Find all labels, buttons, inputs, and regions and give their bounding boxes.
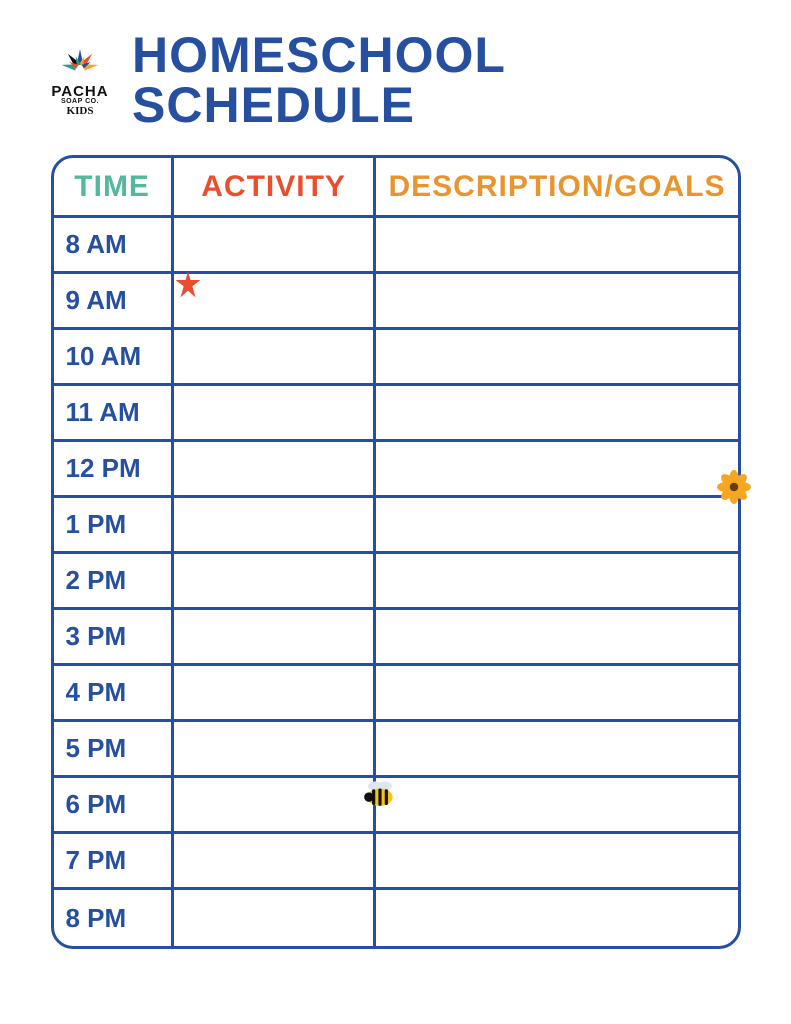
logo-subline: SOAP CO. bbox=[61, 98, 99, 105]
activity-cell bbox=[174, 498, 377, 554]
time-cell: 12 PM bbox=[54, 442, 174, 498]
table-row: 9 AM bbox=[54, 274, 738, 330]
time-cell: 9 AM bbox=[54, 274, 174, 330]
description-cell bbox=[376, 218, 737, 274]
description-cell bbox=[376, 386, 737, 442]
table-row: 10 AM bbox=[54, 330, 738, 386]
time-cell: 10 AM bbox=[54, 330, 174, 386]
time-cell: 11 AM bbox=[54, 386, 174, 442]
activity-cell bbox=[174, 330, 377, 386]
time-cell: 8 AM bbox=[54, 218, 174, 274]
activity-cell bbox=[174, 274, 377, 330]
time-cell: 6 PM bbox=[54, 778, 174, 834]
description-cell bbox=[376, 554, 737, 610]
page-title: HOMESCHOOL SCHEDULE bbox=[132, 30, 751, 130]
schedule-page: PACHA SOAP CO. KIDS HOMESCHOOL SCHEDULE … bbox=[0, 0, 791, 1024]
col-header-activity: ACTIVITY bbox=[174, 158, 377, 218]
activity-cell bbox=[174, 890, 377, 946]
col-header-time: TIME bbox=[54, 158, 174, 218]
activity-cell bbox=[174, 442, 377, 498]
header: PACHA SOAP CO. KIDS HOMESCHOOL SCHEDULE bbox=[40, 30, 751, 130]
time-cell: 8 PM bbox=[54, 890, 174, 946]
time-cell: 4 PM bbox=[54, 666, 174, 722]
description-cell bbox=[376, 666, 737, 722]
description-cell bbox=[376, 722, 737, 778]
activity-cell bbox=[174, 610, 377, 666]
table-row: 6 PM bbox=[54, 778, 738, 834]
table-row: 8 AM bbox=[54, 218, 738, 274]
activity-cell bbox=[174, 722, 377, 778]
activity-cell bbox=[174, 218, 377, 274]
description-cell bbox=[376, 442, 737, 498]
description-cell bbox=[376, 610, 737, 666]
description-cell bbox=[376, 834, 737, 890]
table-row: 11 AM bbox=[54, 386, 738, 442]
logo-burst-icon bbox=[59, 43, 101, 85]
description-cell bbox=[376, 890, 737, 946]
description-cell bbox=[376, 498, 737, 554]
table-row: 4 PM bbox=[54, 666, 738, 722]
table-row: 2 PM bbox=[54, 554, 738, 610]
description-cell bbox=[376, 274, 737, 330]
activity-cell bbox=[174, 666, 377, 722]
activity-cell bbox=[174, 778, 377, 834]
table-header-row: TIME ACTIVITY DESCRIPTION/GOALS bbox=[54, 158, 738, 218]
table-row: 7 PM bbox=[54, 834, 738, 890]
logo-tag: KIDS bbox=[67, 105, 94, 117]
time-cell: 3 PM bbox=[54, 610, 174, 666]
table-row: 3 PM bbox=[54, 610, 738, 666]
table-row: 8 PM bbox=[54, 890, 738, 946]
brand-logo: PACHA SOAP CO. KIDS bbox=[40, 40, 120, 120]
schedule-table: TIME ACTIVITY DESCRIPTION/GOALS 8 AM9 AM… bbox=[51, 155, 741, 949]
schedule-table-wrap: TIME ACTIVITY DESCRIPTION/GOALS 8 AM9 AM… bbox=[51, 155, 741, 949]
activity-cell bbox=[174, 386, 377, 442]
time-cell: 7 PM bbox=[54, 834, 174, 890]
table-row: 12 PM bbox=[54, 442, 738, 498]
time-cell: 2 PM bbox=[54, 554, 174, 610]
description-cell bbox=[376, 778, 737, 834]
time-cell: 1 PM bbox=[54, 498, 174, 554]
table-row: 5 PM bbox=[54, 722, 738, 778]
activity-cell bbox=[174, 834, 377, 890]
time-cell: 5 PM bbox=[54, 722, 174, 778]
description-cell bbox=[376, 330, 737, 386]
col-header-description: DESCRIPTION/GOALS bbox=[376, 158, 737, 218]
logo-brand-text: PACHA bbox=[51, 85, 108, 99]
activity-cell bbox=[174, 554, 377, 610]
table-row: 1 PM bbox=[54, 498, 738, 554]
